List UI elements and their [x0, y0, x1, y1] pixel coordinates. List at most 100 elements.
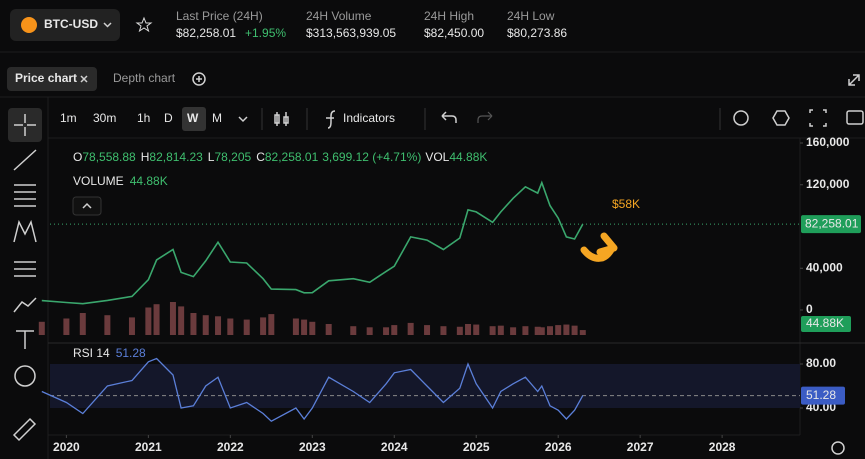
x-tick-label: 2024 — [381, 440, 408, 454]
emoji-tool[interactable] — [14, 365, 36, 387]
volume-bar — [309, 321, 316, 335]
x-tick-label: 2027 — [627, 440, 654, 454]
volume-bar — [169, 302, 176, 335]
tab-active[interactable] — [7, 67, 97, 91]
stat-label: 24H Low — [507, 9, 555, 23]
volume-value: 44.88K — [130, 174, 168, 188]
volume-bar — [38, 321, 45, 335]
x-tick-label: 2022 — [217, 440, 244, 454]
settings[interactable] — [772, 110, 790, 126]
coin-icon — [21, 17, 37, 33]
tab-label[interactable]: Depth chart — [113, 71, 176, 85]
ohlc-key: L — [208, 150, 215, 164]
volume-bar — [292, 318, 299, 335]
indicators-button[interactable]: Indicators — [343, 111, 395, 125]
chart-settings[interactable] — [831, 441, 845, 455]
y-tick-label: 40,000 — [806, 260, 843, 274]
volume-bar — [465, 324, 472, 335]
projection-tool[interactable] — [14, 261, 36, 277]
interval: W — [187, 111, 199, 125]
volume-bar — [104, 315, 111, 335]
volume-bar — [190, 313, 197, 335]
volume-bar — [579, 330, 586, 335]
text-tool[interactable] — [16, 330, 34, 349]
volume-bar — [473, 324, 480, 335]
volume-bar — [555, 325, 562, 335]
collapse-button[interactable] — [72, 196, 102, 216]
expand[interactable] — [848, 74, 860, 86]
interval[interactable]: D — [164, 111, 173, 125]
fib-tool[interactable] — [14, 184, 36, 207]
rsi-tag — [801, 386, 845, 405]
fullscreen[interactable] — [809, 109, 827, 127]
ohlc-value: 78,205 — [214, 150, 251, 164]
price-line — [41, 180, 584, 305]
rsi-name: RSI 14 — [73, 346, 110, 360]
x-tick-label: 2023 — [299, 440, 326, 454]
ohlc-key: C — [256, 150, 265, 164]
rsi-tag-label: 51.28 — [806, 388, 836, 402]
x-tick-label: 2028 — [709, 440, 736, 454]
undo[interactable] — [441, 111, 457, 123]
rsi-tick-label: 80.00 — [806, 356, 836, 370]
volume-bar — [215, 316, 222, 335]
stat-value: $82,258.01 — [176, 26, 236, 40]
interval-menu[interactable] — [238, 116, 248, 123]
y-tick-label: 0 — [806, 302, 813, 316]
chart-type[interactable] — [274, 112, 289, 126]
x-tick-label: 2021 — [135, 440, 162, 454]
stat-change: +1.95% — [245, 26, 286, 40]
volume-name: VOLUME — [73, 174, 124, 188]
tool-active[interactable] — [8, 108, 42, 142]
volume-bar — [391, 325, 398, 335]
stat-value: $313,563,939.05 — [306, 26, 396, 40]
favorite-star[interactable] — [135, 16, 153, 33]
volume-bar — [424, 325, 431, 335]
chevron — [103, 22, 112, 28]
symbol-selector[interactable] — [10, 9, 120, 41]
interval[interactable]: 1h — [137, 111, 150, 125]
interval-active[interactable] — [182, 107, 206, 131]
volume-bar — [260, 317, 267, 335]
rsi-band — [50, 364, 800, 408]
volume-legend: VOLUME 44.88K — [73, 174, 168, 188]
volume-bar — [243, 319, 250, 335]
redo[interactable] — [477, 111, 493, 123]
volume-bar — [178, 306, 185, 335]
volume-bar — [325, 324, 332, 335]
rsi-line — [41, 357, 584, 422]
ruler-tool[interactable] — [12, 417, 37, 442]
interval[interactable]: 1m — [60, 111, 77, 125]
volume-bar — [268, 314, 275, 335]
add-tab[interactable] — [192, 72, 206, 86]
volume-bar — [440, 326, 447, 335]
ohlc-value: 82,258.01 — [265, 150, 319, 164]
y-tick-label: 160,000 — [806, 135, 850, 149]
line-tool[interactable] — [13, 149, 37, 171]
volume-bar — [383, 327, 390, 335]
volume-bar — [407, 322, 414, 335]
stat-label: 24H Volume — [306, 9, 372, 23]
ohlc-legend: O78,558.88 H82,814.23 L78,205 C82,258.01 3,6… — [73, 150, 487, 164]
add-tab-plus — [196, 76, 202, 82]
interval[interactable]: M — [212, 111, 222, 125]
ohlc-value: 82,814.23 — [149, 150, 203, 164]
ohlc-change: 3,699.12 (+4.71%) — [322, 150, 421, 164]
rsi-value: 51.28 — [116, 346, 146, 360]
volume-bar — [202, 315, 209, 335]
plot: 160,000 120,000 40,000 0 2020 2021 2022 2023 202… — [38, 135, 861, 454]
snapshot[interactable] — [846, 110, 864, 125]
stat-value: $80,273.86 — [507, 26, 567, 40]
crosshair-tool[interactable] — [14, 114, 36, 136]
volume-bar — [63, 318, 70, 335]
pattern-tool[interactable] — [13, 219, 37, 243]
alert[interactable] — [733, 110, 749, 126]
y-tick-label: 120,000 — [806, 177, 850, 191]
brush-tool[interactable] — [13, 297, 37, 313]
volume-bar — [547, 326, 553, 335]
tab-close[interactable] — [80, 75, 88, 83]
symbol: BTC-USD — [44, 17, 98, 31]
ohlc-value: 44.88K — [449, 150, 487, 164]
interval[interactable]: 30m — [93, 111, 116, 125]
indicators-icon[interactable] — [326, 110, 336, 129]
